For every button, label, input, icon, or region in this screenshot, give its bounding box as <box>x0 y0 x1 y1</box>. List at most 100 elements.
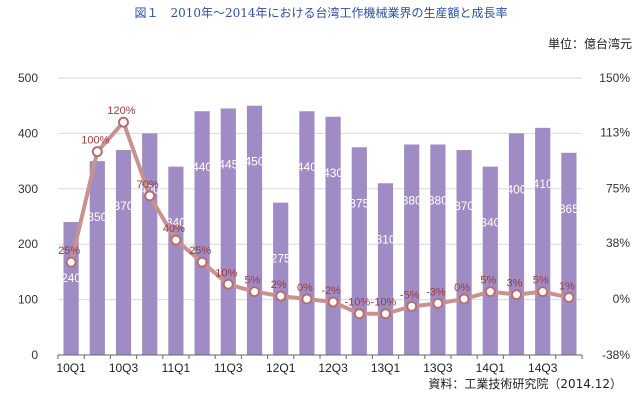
bar <box>115 150 132 355</box>
growth-point <box>301 293 313 305</box>
y-axis-left: 0 100 200 300 400 500 <box>18 71 38 362</box>
bar-value-label: 430 <box>323 166 343 180</box>
x-tick-label: 12Q1 <box>266 361 296 375</box>
y-right-tick-label: 38% <box>606 236 630 250</box>
y-right-tick-label: -38% <box>602 348 630 362</box>
y-left-tick-label: 400 <box>18 126 38 140</box>
chart-title: 図１ 2010年～2014年における台湾工作機械業界の生産額と成長率 <box>134 5 507 20</box>
growth-point-label: 1% <box>559 281 575 293</box>
bar <box>535 127 551 355</box>
bar-value-label: 340 <box>480 216 500 230</box>
growth-point-label: 0% <box>454 282 470 294</box>
bar <box>404 144 420 355</box>
unit-label: 単位：億台湾元 <box>548 36 632 51</box>
bar <box>220 108 236 355</box>
bar-value-label: 375 <box>349 196 369 210</box>
source-note: 資料：工業技術研究院（2014.12） <box>428 376 622 391</box>
bar-value-label: 365 <box>559 202 579 216</box>
bar-value-label: 450 <box>244 155 264 169</box>
bar-value-label: 440 <box>297 160 317 174</box>
growth-point <box>511 289 522 301</box>
x-tick-label: 10Q1 <box>56 361 86 375</box>
bar-value-label: 380 <box>402 193 422 207</box>
y-left-tick-label: 0 <box>31 348 38 362</box>
y-right-tick-label: 0% <box>613 292 631 306</box>
bar <box>194 111 210 356</box>
bar-value-label: 410 <box>533 177 553 191</box>
bar-value-label: 240 <box>61 271 81 285</box>
x-tick-label: 12Q3 <box>318 361 348 375</box>
bar <box>377 183 394 355</box>
growth-point-label: 10% <box>215 267 237 279</box>
growth-point <box>563 292 575 304</box>
growth-point-label: -10% <box>344 297 370 309</box>
growth-point <box>458 293 470 305</box>
bar-value-label: 370 <box>113 199 133 213</box>
growth-line-series <box>65 116 575 320</box>
growth-point-label: 5% <box>480 275 496 287</box>
bar-value-label: 380 <box>428 193 448 207</box>
growth-point <box>170 234 182 246</box>
y-right-tick-label: 113% <box>600 126 630 140</box>
bar <box>351 147 367 355</box>
bar <box>325 116 341 355</box>
growth-point-label: 25% <box>58 245 80 257</box>
bar <box>246 105 263 355</box>
bar-value-label: 350 <box>87 210 107 224</box>
x-tick-label: 10Q3 <box>109 361 139 375</box>
growth-point-label: -2% <box>321 285 341 297</box>
growth-point <box>380 308 391 320</box>
growth-point <box>406 300 418 312</box>
growth-point-label: 25% <box>189 245 211 257</box>
growth-point-label: 0% <box>297 282 313 294</box>
y-axis-right: -38% 0% 38% 75% 113% 150% <box>599 71 630 362</box>
growth-point-label: -10% <box>371 297 397 309</box>
bar-value-label: 310 <box>375 232 395 246</box>
x-tick-label: 13Q1 <box>371 361 401 375</box>
growth-point <box>327 296 339 308</box>
growth-point-label: 5% <box>245 275 261 287</box>
y-left-tick-label: 100 <box>18 293 38 307</box>
growth-point-label: 70% <box>137 179 159 191</box>
growth-point-label: 2% <box>271 279 287 291</box>
growth-point <box>432 297 444 309</box>
growth-point <box>537 286 549 298</box>
x-tick-label: 14Q1 <box>476 361 506 375</box>
y-left-tick-label: 300 <box>18 182 38 196</box>
bar-value-label: 440 <box>192 160 212 174</box>
y-right-tick-label: 150% <box>599 71 630 85</box>
bar <box>168 166 184 355</box>
growth-point-label: 100% <box>81 135 109 147</box>
y-left-tick-label: 200 <box>18 237 38 251</box>
growth-point-label: 3% <box>507 278 523 290</box>
growth-point-label: -3% <box>426 286 446 298</box>
growth-point <box>484 286 496 298</box>
growth-point <box>91 146 103 158</box>
bar <box>430 144 446 355</box>
bar <box>89 161 105 355</box>
growth-point <box>222 278 234 290</box>
bar-value-label: 370 <box>454 199 474 213</box>
x-axis: 10Q1 10Q3 11Q1 11Q3 12Q1 12Q3 13Q1 13Q3 14Q1 14Q3 <box>56 355 583 375</box>
growth-point <box>65 256 77 268</box>
growth-point <box>249 286 260 298</box>
growth-point-label: -5% <box>400 289 420 301</box>
bar-value-label: 400 <box>506 182 526 196</box>
growth-point <box>196 256 208 268</box>
bar-value-labels: 240 350 370 400 340 440 445 450 275 440 430 375 310 3… <box>61 155 579 285</box>
x-tick-label: 11Q1 <box>162 361 191 375</box>
bar <box>63 222 79 355</box>
bar-series <box>63 105 577 356</box>
bar <box>273 202 289 355</box>
growth-point-label: 40% <box>163 223 185 235</box>
y-right-tick-label: 75% <box>606 182 630 196</box>
bar <box>508 133 525 355</box>
x-tick-label: 14Q3 <box>528 361 558 375</box>
growth-point <box>353 308 365 320</box>
bar <box>142 133 158 355</box>
growth-point <box>275 290 287 302</box>
bar <box>456 150 472 355</box>
bar <box>561 152 577 355</box>
growth-point-label: 5% <box>533 275 549 287</box>
